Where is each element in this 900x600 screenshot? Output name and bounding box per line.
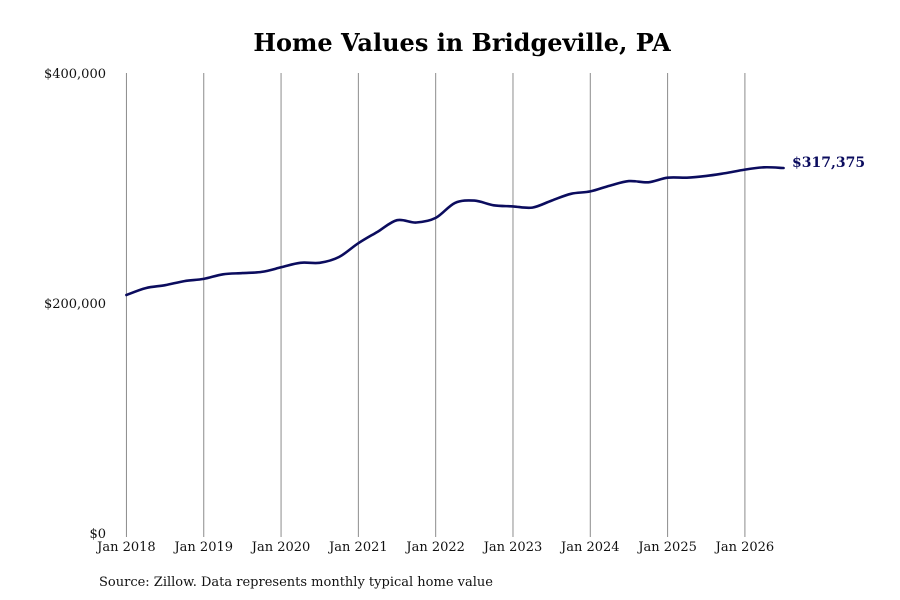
x-tick-label: Jan 2023 bbox=[482, 540, 543, 555]
source-note: Source: Zillow. Data represents monthly … bbox=[99, 575, 493, 590]
y-axis-ticks: $400,000 $200,000 $0 bbox=[44, 67, 106, 542]
series-line-0 bbox=[125, 165, 785, 297]
chart-title: Home Values in Bridgeville, PA bbox=[253, 28, 671, 57]
x-tick-label: Jan 2026 bbox=[714, 540, 775, 555]
x-tick-label: Jan 2025 bbox=[636, 540, 697, 555]
y-tick-label: $0 bbox=[89, 527, 106, 542]
y-tick-label: $200,000 bbox=[44, 297, 106, 312]
x-tick-label: Jan 2019 bbox=[172, 540, 233, 555]
y-tick-label: $400,000 bbox=[44, 67, 106, 82]
x-tick-label: Jan 2024 bbox=[559, 540, 620, 555]
x-tick-label: Jan 2022 bbox=[404, 540, 465, 555]
x-tick-label: Jan 2020 bbox=[250, 540, 311, 555]
x-tick-label: Jan 2021 bbox=[327, 540, 388, 555]
series-layer bbox=[125, 165, 785, 297]
x-tick-label: Jan 2018 bbox=[95, 540, 156, 555]
x-axis-ticks: Jan 2018 Jan 2019 Jan 2020 Jan 2021 Jan 2022… bbox=[95, 540, 774, 555]
end-value-label: $317,375 bbox=[792, 155, 865, 171]
grid-lines bbox=[125, 73, 746, 537]
